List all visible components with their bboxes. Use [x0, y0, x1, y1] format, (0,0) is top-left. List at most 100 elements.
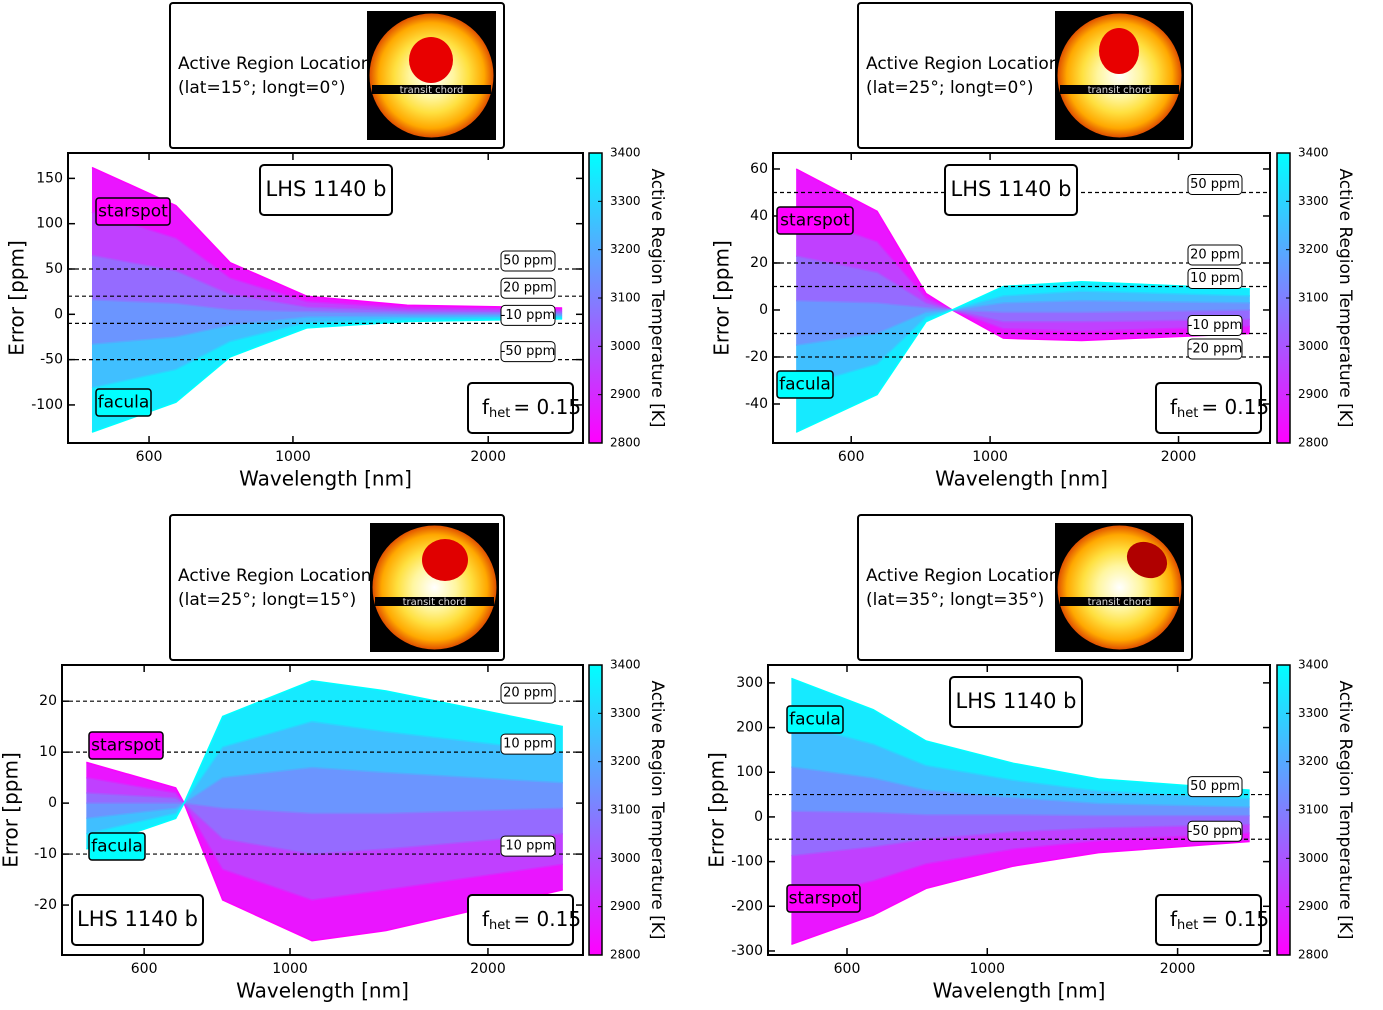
y-tick-label: -10 — [34, 846, 57, 862]
annotation-box — [88, 731, 164, 760]
x-tick-label: 600 — [838, 449, 865, 465]
series-line — [791, 810, 1250, 817]
colorbar-tick-label: 3300 — [610, 706, 641, 720]
inset-heading: Active Region Location: — [866, 566, 1065, 586]
reference-label: 10 ppm — [1190, 271, 1240, 286]
y-tick-label: -300 — [731, 943, 763, 959]
colorbar-tick-label: 2800 — [1298, 436, 1329, 450]
chord-label: transit chord — [403, 597, 467, 608]
annotation: starspot — [780, 211, 850, 231]
fhet-box — [467, 382, 574, 434]
x-tick-label: 2000 — [470, 449, 506, 465]
annotation: starspot — [789, 889, 859, 909]
x-tick-label: 1000 — [969, 961, 1005, 977]
reference-label: -50 ppm — [501, 344, 556, 359]
colorbar-tick-label: 3100 — [1298, 803, 1329, 817]
x-tick-label: 600 — [834, 961, 861, 977]
colorbar-tick-label: 3300 — [610, 194, 641, 208]
active-region — [422, 539, 468, 581]
title-box — [949, 676, 1083, 728]
y-tick-label: 0 — [48, 795, 57, 811]
series-line — [91, 211, 563, 311]
star-disk — [1057, 525, 1182, 650]
series-line — [91, 254, 563, 313]
fhet-symbol: f — [482, 395, 490, 419]
y-tick-label: 50 — [45, 261, 63, 277]
reference-label-box — [1187, 244, 1243, 266]
chord-label: transit chord — [1088, 597, 1152, 608]
colorbar-tick-label: 3000 — [610, 851, 641, 865]
band — [86, 777, 563, 900]
title-box — [71, 894, 204, 946]
reference-label-box — [1187, 776, 1243, 798]
panel: Active Region Location: (lat=35°; longt=3… — [705, 514, 1355, 1003]
x-axis-label: Wavelength [nm] — [935, 467, 1108, 491]
active-region — [1126, 541, 1168, 579]
inset-location: (lat=35°; longt=35°) — [866, 590, 1044, 610]
fhet-box — [1155, 382, 1262, 434]
y-axis-label: Error [ppm] — [705, 752, 729, 868]
fhet-label: fhet = 0.15 — [1170, 395, 1269, 421]
title-box — [259, 164, 393, 216]
reference-label: -10 ppm — [1188, 318, 1243, 333]
colorbar-tick-label: 3000 — [1298, 339, 1329, 353]
fhet-label: fhet = 0.15 — [482, 395, 581, 421]
colorbar-tick-label: 3300 — [1298, 194, 1329, 208]
reference-label-box — [500, 835, 556, 857]
x-tick-label: 600 — [131, 961, 158, 977]
series-line — [86, 776, 563, 901]
fhet-label: fhet = 0.15 — [1170, 907, 1269, 933]
plot-frame — [772, 152, 1271, 444]
series-line — [86, 761, 564, 942]
band — [791, 766, 1250, 816]
reference-label: 20 ppm — [1190, 247, 1240, 262]
x-tick-label: 1000 — [275, 449, 311, 465]
transit-chord — [1060, 85, 1179, 94]
reference-label-box — [500, 733, 556, 755]
fhet-symbol: f — [1170, 907, 1178, 931]
reference-label-box — [500, 304, 556, 326]
fhet-text: = 0.15 — [1201, 907, 1269, 931]
colorbar-tick-label: 3100 — [610, 291, 641, 305]
panel: Active Region Location: (lat=25°; longt=1… — [0, 514, 667, 1003]
band — [86, 762, 563, 941]
y-tick-label: 60 — [750, 161, 768, 177]
band — [91, 167, 563, 310]
colorbar-label: Active Region Temperature [K] — [647, 168, 667, 427]
band — [796, 300, 1250, 346]
colorbar-tick-label: 3200 — [1298, 242, 1329, 256]
x-tick-label: 600 — [136, 449, 163, 465]
fhet-subscript: het — [489, 406, 510, 421]
band — [796, 291, 1250, 388]
reference-label: 50 ppm — [503, 254, 553, 269]
colorbar-tick-label: 3200 — [1298, 754, 1329, 768]
band — [86, 721, 563, 834]
series-line — [91, 318, 563, 433]
transit-chord — [372, 85, 491, 94]
reference-label-box — [1187, 267, 1243, 289]
series-line — [791, 840, 1250, 945]
y-tick-label: 0 — [759, 302, 768, 318]
annotation: facula — [789, 710, 841, 730]
series-line — [86, 766, 563, 820]
y-tick-label: -200 — [731, 898, 763, 914]
y-tick-label: 10 — [39, 744, 57, 760]
reference-label: -20 ppm — [1188, 341, 1243, 356]
band — [91, 317, 563, 433]
annotation-box — [776, 370, 834, 399]
annotation-box — [95, 197, 171, 226]
y-tick-label: -20 — [745, 349, 768, 365]
colorbar-label: Active Region Temperature [K] — [1335, 168, 1355, 427]
inset-location: (lat=25°; longt=0°) — [866, 78, 1034, 98]
y-tick-label: 100 — [36, 216, 63, 232]
fhet-box — [1155, 894, 1262, 946]
fhet-text: = 0.15 — [1201, 395, 1269, 419]
series-line — [86, 802, 563, 815]
series-line — [791, 823, 1250, 857]
chart-title: LHS 1140 b — [77, 907, 198, 931]
colorbar-tick-label: 2800 — [610, 436, 641, 450]
reference-label-box — [1187, 173, 1243, 195]
annotation-box — [786, 705, 844, 734]
chart-title: LHS 1140 b — [951, 177, 1072, 201]
annotation: starspot — [98, 202, 168, 222]
